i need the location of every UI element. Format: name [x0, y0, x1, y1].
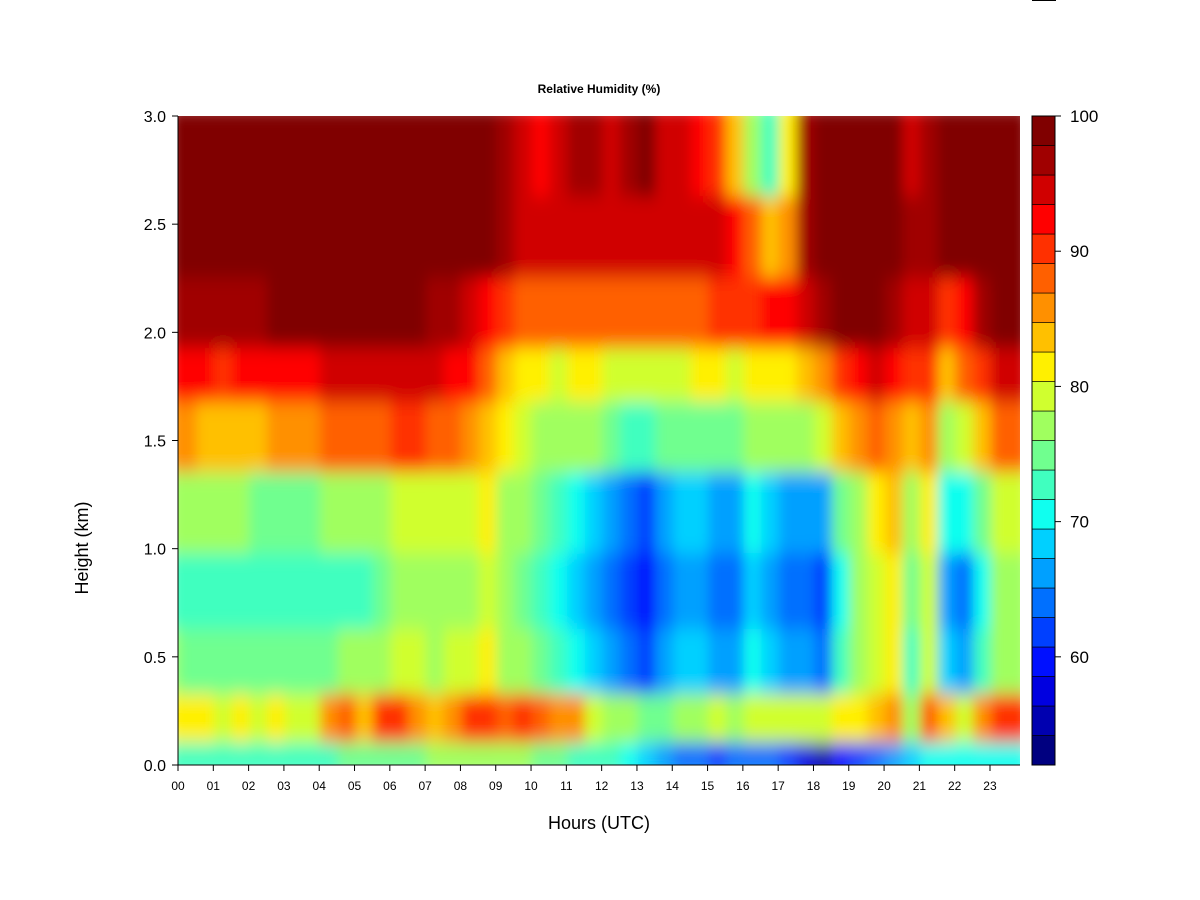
heatmap-cell: [990, 116, 1020, 197]
colorbar-segment: [1031, 263, 1056, 294]
x-tick-label: 10: [524, 779, 538, 793]
x-tick-label: 08: [454, 779, 468, 793]
colorbar-segment: [1031, 322, 1056, 353]
x-tick-label: 20: [877, 779, 891, 793]
colorbar-segment: [1031, 145, 1056, 176]
x-tick-label: 12: [595, 779, 609, 793]
colorbar-segment: [1031, 528, 1056, 559]
colorbar-segment: [1031, 617, 1056, 648]
y-tick-label: 1.0: [144, 542, 166, 559]
colorbar-frame: [1031, 115, 1056, 766]
y-axis-ticks: 0.0 0.5 1.0 1.5 2.0 2.5 3.0: [144, 109, 178, 775]
plot-area: [178, 116, 1020, 765]
x-axis-label: Hours (UTC): [548, 813, 650, 833]
x-tick-label: 01: [207, 779, 221, 793]
colorbar-segment: [1031, 440, 1056, 471]
colorbar-segment: [1031, 499, 1056, 530]
x-tick-label: 19: [842, 779, 856, 793]
x-tick-label: 22: [948, 779, 962, 793]
x-tick-label: 00: [171, 779, 185, 793]
y-tick-label: 1.5: [144, 434, 166, 451]
colorbar-tick-label: 70: [1070, 513, 1089, 532]
colorbar-segment: [1031, 558, 1056, 589]
x-tick-label: 02: [242, 779, 256, 793]
colorbar-segment: [1031, 292, 1056, 323]
y-tick-label: 0.0: [144, 758, 166, 775]
x-tick-label: 11: [560, 779, 573, 793]
x-tick-label: 21: [913, 779, 927, 793]
colorbar-segment: [1031, 705, 1056, 736]
x-tick-label: 16: [736, 779, 750, 793]
x-tick-label: 06: [383, 779, 397, 793]
x-tick-label: 23: [983, 779, 997, 793]
y-tick-label: 3.0: [144, 109, 166, 126]
x-tick-label: 07: [418, 779, 432, 793]
colorbar-segment: [1031, 469, 1056, 500]
colorbar-segment: [1031, 204, 1056, 235]
colorbar-segment: [1031, 646, 1056, 677]
x-tick-label: 03: [277, 779, 291, 793]
y-axis-label: Height (km): [72, 501, 92, 594]
x-tick-label: 05: [348, 779, 362, 793]
x-tick-label: 14: [666, 779, 680, 793]
colorbar-segment: [1031, 410, 1056, 441]
x-axis-ticks: 00 01 02 03 04 05 06 07 08 09 10 11 12 13 14 15 16 17 18 19…: [171, 765, 997, 793]
colorbar-tick-label: 90: [1070, 242, 1089, 261]
colorbar-segment: [1031, 587, 1056, 618]
colorbar-tick-label: 60: [1070, 648, 1089, 667]
x-tick-label: 09: [489, 779, 503, 793]
x-tick-label: 15: [701, 779, 715, 793]
colorbar-segment: [1031, 381, 1056, 412]
chart-title: Relative Humidity (%): [538, 82, 661, 96]
x-tick-label: 18: [807, 779, 821, 793]
colorbar-segment: [1031, 174, 1056, 205]
colorbar: [1031, 115, 1056, 766]
y-tick-label: 2.5: [144, 217, 166, 234]
colorbar-segment: [1031, 735, 1056, 766]
colorbar-tick-label: 80: [1070, 377, 1089, 396]
colorbar-tick-label: 100: [1070, 107, 1098, 126]
x-tick-label: 17: [771, 779, 785, 793]
x-tick-label: 04: [313, 779, 327, 793]
colorbar-segment: [1031, 676, 1056, 707]
colorbar-segment: [1031, 351, 1056, 382]
x-tick-label: 13: [630, 779, 644, 793]
heatmap-cells: [178, 116, 1020, 765]
corner-mark: [1032, 0, 1056, 1]
colorbar-segment: [1031, 115, 1056, 146]
colorbar-segment: [1031, 233, 1056, 264]
y-tick-label: 0.5: [144, 650, 166, 667]
colorbar-ticks: 100 90 80 70 60: [1055, 107, 1098, 667]
y-tick-label: 2.0: [144, 325, 166, 342]
